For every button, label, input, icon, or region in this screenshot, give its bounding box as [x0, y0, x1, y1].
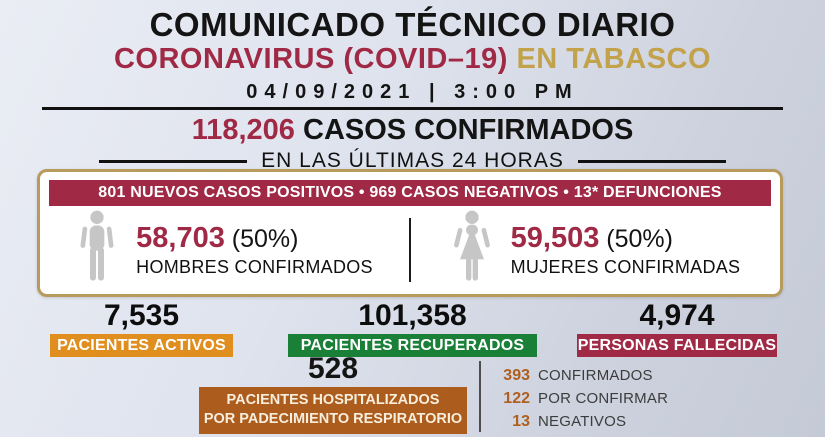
- deceased-persons-value: 4,974: [639, 299, 715, 332]
- active-patients-value: 7,535: [103, 299, 180, 332]
- gender-divider-line: [409, 218, 411, 282]
- women-value-line: 59,503 (50%): [511, 222, 741, 255]
- page-title: COMUNICADO TÉCNICO DIARIO: [149, 6, 676, 43]
- hospitalized-breakdown-divider: [479, 361, 481, 432]
- breakdown-row-confirmed: 393 CONFIRMADOS: [492, 367, 668, 385]
- recovered-patients-stat: 101,358 PACIENTES RECUPERADOS: [288, 301, 537, 357]
- left-rule-line: [99, 159, 248, 163]
- women-confirmed-text: 59,503 (50%) MUJERES CONFIRMADAS: [511, 222, 741, 278]
- gender-breakdown-row: 58,703 (50%) HOMBRES CONFIRMADOS: [40, 206, 780, 294]
- recovered-patients-value: 101,358: [358, 299, 467, 332]
- men-confirmed-percent: (50%): [224, 225, 299, 253]
- breakdown-pending-label: POR CONFIRMAR: [538, 390, 669, 407]
- active-patients-stat: 7,535 PACIENTES ACTIVOS: [50, 301, 233, 357]
- breakdown-negative-label: NEGATIVOS: [538, 413, 627, 430]
- last-24-hours-label: EN LAS ÚLTIMAS 24 HORAS: [261, 149, 564, 172]
- report-datetime: 04/09/2021 | 3:00 PM: [246, 81, 579, 103]
- women-confirmed-value: 59,503: [510, 222, 600, 254]
- right-rule-line: [577, 159, 726, 163]
- male-person-icon: [76, 210, 118, 290]
- men-confirmed-value: 58,703: [136, 222, 225, 254]
- daily-summary-card: 801 NUEVOS CASOS POSITIVOS • 969 CASOS N…: [37, 169, 783, 297]
- breakdown-negative-value: 13: [512, 413, 530, 430]
- breakdown-confirmed-value: 393: [503, 367, 530, 384]
- confirmed-total-value: 118,206: [191, 114, 295, 146]
- breakdown-pending-value: 122: [503, 390, 530, 407]
- hospitalized-label-line1: PACIENTES HOSPITALIZADOS: [226, 392, 440, 408]
- deceased-persons-label: PERSONAS FALLECIDAS: [577, 334, 777, 357]
- breakdown-confirmed-label: CONFIRMADOS: [538, 367, 653, 384]
- men-confirmed-text: 58,703 (50%) HOMBRES CONFIRMADOS: [136, 222, 373, 278]
- men-confirmed-label: HOMBRES CONFIRMADOS: [136, 257, 373, 277]
- deceased-persons-stat: 4,974 PERSONAS FALLECIDAS: [577, 301, 777, 357]
- active-patients-label: PACIENTES ACTIVOS: [50, 334, 233, 357]
- confirmed-total-label: CASOS CONFIRMADOS: [294, 114, 634, 146]
- recovered-patients-label: PACIENTES RECUPERADOS: [288, 334, 537, 357]
- last-24-hours-heading: EN LAS ÚLTIMAS 24 HORAS: [0, 149, 825, 173]
- women-confirmed-label: MUJERES CONFIRMADAS: [510, 257, 741, 277]
- hospitalized-value: 528: [307, 352, 359, 385]
- subtitle-location: EN TABASCO: [507, 43, 712, 75]
- confirmed-total-line: 118,206 CASOS CONFIRMADOS: [0, 114, 825, 147]
- new-cases-banner: 801 NUEVOS CASOS POSITIVOS • 969 CASOS N…: [49, 180, 771, 206]
- female-person-icon: [451, 210, 493, 290]
- breakdown-row-pending: 122 POR CONFIRMAR: [492, 390, 668, 408]
- men-value-line: 58,703 (50%): [136, 222, 373, 255]
- breakdown-row-negative: 13 NEGATIVOS: [492, 413, 668, 431]
- subtitle-disease: CORONAVIRUS (COVID–19): [113, 43, 508, 75]
- hospitalized-patients-stat: 528 PACIENTES HOSPITALIZADOS POR PADECIM…: [199, 354, 467, 434]
- women-confirmed-block: 59,503 (50%) MUJERES CONFIRMADAS: [411, 210, 780, 290]
- hospitalized-label-line2: POR PADECIMIENTO RESPIRATORIO: [203, 410, 463, 427]
- header-divider-line: [42, 107, 783, 110]
- hospitalized-label: PACIENTES HOSPITALIZADOS POR PADECIMIENT…: [199, 387, 467, 434]
- subtitle: CORONAVIRUS (COVID–19) EN TABASCO: [0, 43, 825, 76]
- women-confirmed-percent: (50%): [599, 225, 673, 253]
- hospitalized-breakdown-list: 393 CONFIRMADOS 122 POR CONFIRMAR 13 NEG…: [492, 367, 668, 436]
- men-confirmed-block: 58,703 (50%) HOMBRES CONFIRMADOS: [40, 210, 409, 290]
